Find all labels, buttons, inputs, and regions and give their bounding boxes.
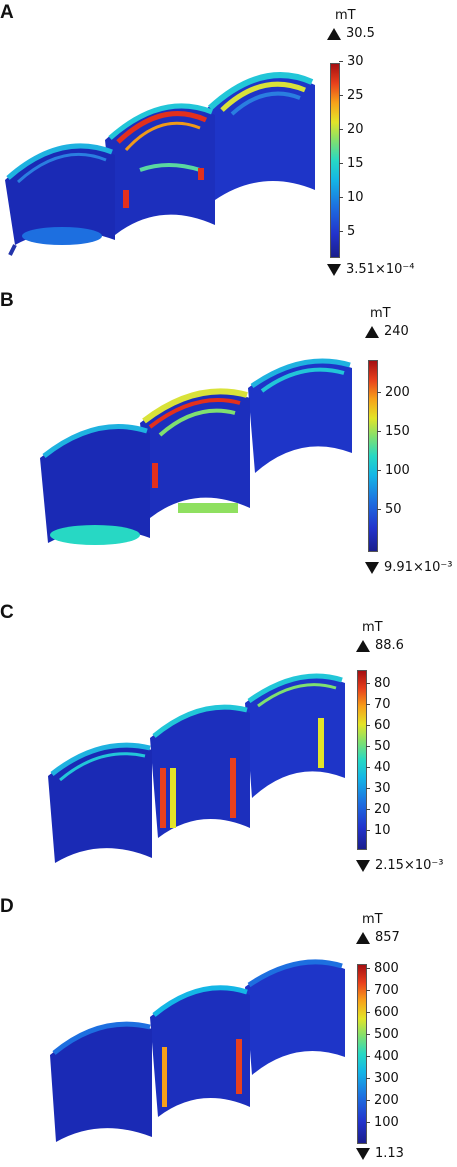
colorbar-tick-label: 200 (377, 385, 410, 400)
colorbar (368, 360, 378, 552)
panel-a: A mT 30.5 3.51×10⁻⁴ 30 25 20 15 10 5 (0, 0, 457, 290)
colorbar-tick-label: 300 (366, 1071, 399, 1086)
min-triangle-icon (356, 859, 370, 872)
colorbar-tick-label: 800 (366, 961, 399, 976)
colorbar-tick-label: 70 (366, 697, 391, 712)
unit-label: mT (362, 912, 383, 927)
field-model-3d (5, 72, 315, 256)
colorbar-tick-label: 400 (366, 1049, 399, 1064)
colorbar-tick-label: 500 (366, 1027, 399, 1042)
min-value: 1.13 (356, 1146, 404, 1161)
colorbar-tick-label: 10 (366, 823, 391, 838)
field-model-3d (50, 959, 345, 1142)
colorbar-tick-label: 15 (339, 156, 364, 171)
colorbar-tick-label: 700 (366, 983, 399, 998)
field-model-3d (48, 673, 345, 863)
max-value: 240 (365, 324, 409, 339)
field-model-3d (40, 358, 352, 545)
unit-label: mT (370, 306, 391, 321)
colorbar-tick-label: 150 (377, 424, 410, 439)
max-value: 88.6 (356, 638, 404, 653)
colorbar-tick-label: 80 (366, 676, 391, 691)
min-triangle-icon (365, 561, 379, 574)
min-value: 3.51×10⁻⁴ (327, 262, 414, 277)
panel-b: B mT 240 9.91×10⁻³ 200 150 100 50 (0, 288, 457, 588)
colorbar-tick-label: 60 (366, 718, 391, 733)
colorbar (330, 63, 340, 258)
colorbar-tick-label: 40 (366, 760, 391, 775)
colorbar-tick-label: 5 (338, 224, 356, 239)
colorbar-tick-label: 200 (366, 1093, 399, 1108)
colorbar-tick-label: 25 (339, 88, 364, 103)
panel-label: C (0, 602, 14, 623)
max-value: 30.5 (327, 26, 375, 41)
min-value: 2.15×10⁻³ (356, 858, 443, 873)
colorbar-tick-label: 600 (366, 1005, 399, 1020)
colorbar-tick-label: 20 (366, 802, 391, 817)
panel-c: C mT 88.6 2.15×10⁻³ 80 70 60 50 40 30 20 10 (0, 600, 457, 900)
max-value: 857 (356, 930, 400, 945)
colorbar-tick-label: 20 (339, 122, 364, 137)
max-triangle-icon (356, 639, 370, 652)
colorbar-tick-label: 30 (366, 781, 391, 796)
max-triangle-icon (365, 325, 379, 338)
panel-label: A (0, 2, 14, 23)
panel-label: B (0, 290, 14, 311)
min-triangle-icon (356, 1147, 370, 1160)
colorbar-tick-label: 30 (339, 54, 364, 69)
unit-label: mT (335, 8, 356, 23)
colorbar (357, 964, 367, 1144)
colorbar-tick-label: 10 (339, 190, 364, 205)
min-triangle-icon (327, 263, 341, 276)
colorbar-tick-label: 50 (377, 502, 402, 517)
unit-label: mT (362, 620, 383, 635)
colorbar-tick-label: 100 (366, 1115, 399, 1130)
colorbar-tick-label: 100 (377, 463, 410, 478)
colorbar (357, 670, 367, 850)
max-triangle-icon (327, 27, 341, 40)
panel-label: D (0, 896, 14, 917)
panel-d: D mT 857 1.13 800 700 600 500 400 300 200 100 (0, 892, 457, 1166)
min-value: 9.91×10⁻³ (365, 560, 452, 575)
colorbar-tick-label: 50 (366, 739, 391, 754)
max-triangle-icon (356, 931, 370, 944)
